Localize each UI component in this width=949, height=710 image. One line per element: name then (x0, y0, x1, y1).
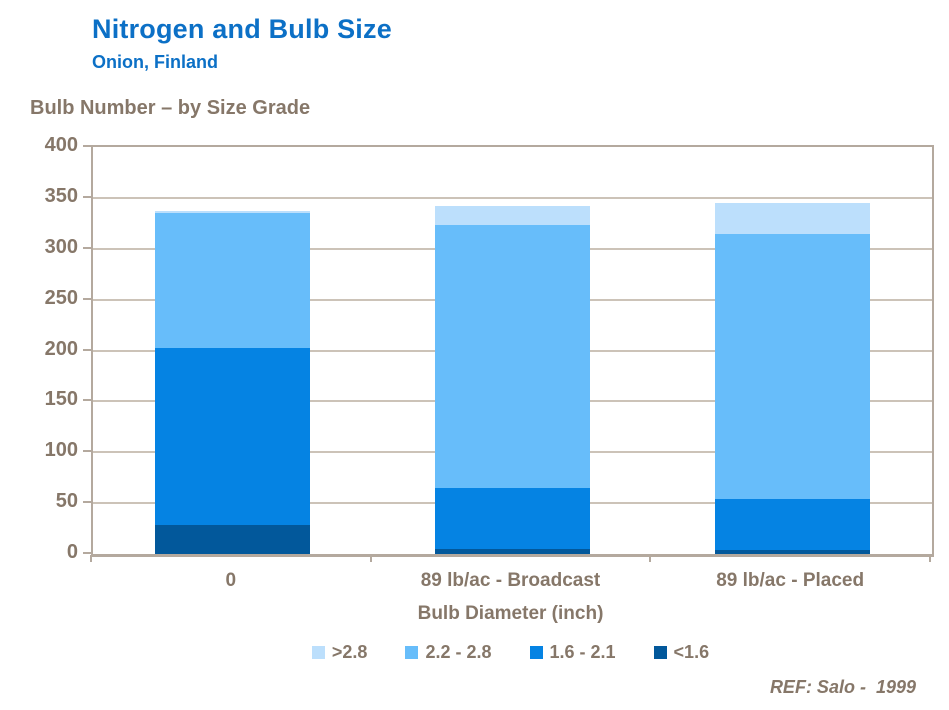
y-tick (83, 399, 91, 402)
bar-segment (435, 206, 590, 226)
y-tick (83, 501, 91, 504)
x-tick (929, 555, 931, 562)
legend-swatch (311, 645, 325, 659)
legend-label: <1.6 (673, 642, 710, 662)
y-tick (83, 297, 91, 300)
bar-segment (435, 548, 590, 554)
bar-segment (714, 549, 870, 554)
legend-item: >2.8 (311, 642, 368, 662)
legend-item: 1.6 - 2.1 (529, 642, 616, 662)
y-tick (83, 145, 91, 147)
reference-note: REF: Salo - 1999 (769, 677, 916, 697)
legend-label: 1.6 - 2.1 (549, 642, 616, 662)
legend-label: 2.2 - 2.8 (425, 642, 492, 662)
x-tick (649, 555, 652, 562)
bar-segment (714, 202, 870, 234)
y-tick (83, 348, 91, 351)
y-tick (83, 246, 91, 249)
y-tick-label: 100 (44, 439, 78, 462)
x-tick-label: 89 lb/ac - Broadcast (420, 570, 601, 591)
legend-label: >2.8 (331, 642, 368, 662)
x-tick-label: 89 lb/ac - Placed (716, 570, 865, 591)
y-tick-label: 0 (66, 541, 78, 563)
plot-area (91, 145, 934, 557)
bar-segment (155, 211, 311, 214)
legend-swatch (405, 645, 419, 659)
legend: >2.8 2.2 - 2.8 1.6 - 2.1 <1.6 (91, 640, 930, 664)
legend-item: 2.2 - 2.8 (405, 642, 492, 662)
bar-segment (435, 225, 590, 488)
y-tick-label: 50 (55, 490, 78, 513)
legend-item: <1.6 (653, 642, 710, 662)
bar-segment (714, 499, 870, 550)
x-tick-label: 0 (225, 570, 237, 591)
bar-segment (155, 213, 311, 349)
bar-segment (155, 348, 311, 525)
y-tick-label: 400 (44, 134, 78, 156)
page-subtitle: Onion, Finland (92, 52, 218, 72)
y-tick (83, 552, 91, 554)
x-tick (90, 555, 92, 562)
gridline-350 (93, 196, 932, 199)
legend-swatch (529, 645, 543, 659)
y-tick-label: 350 (44, 184, 78, 207)
y-tick (83, 195, 91, 198)
bar-segment (435, 487, 590, 549)
legend-swatch (653, 645, 667, 659)
y-tick-label: 250 (44, 286, 78, 309)
bar-segment (714, 233, 870, 500)
y-tick-label: 300 (44, 235, 78, 258)
page-title: Nitrogen and Bulb Size (92, 14, 392, 44)
y-tick-label: 150 (44, 388, 78, 411)
chart-heading: Bulb Number – by Size Grade (30, 97, 311, 119)
bar-segment (155, 524, 311, 554)
y-tick-label: 200 (44, 337, 78, 360)
x-axis-title: Bulb Diameter (inch) (417, 603, 604, 624)
x-tick (369, 555, 372, 562)
y-tick (83, 450, 91, 453)
